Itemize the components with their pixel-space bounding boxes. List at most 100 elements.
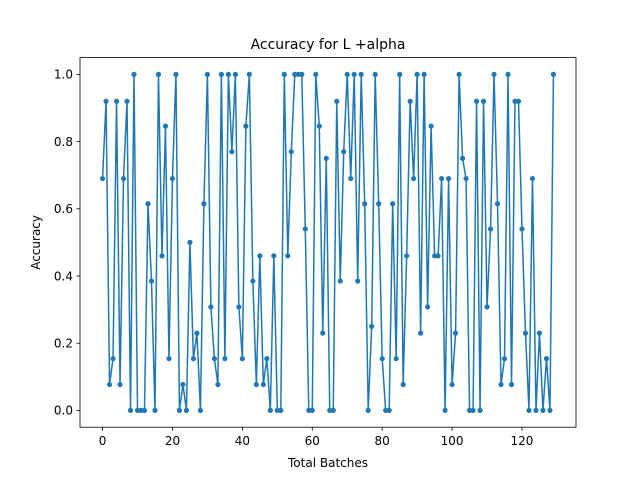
data-point: [243, 123, 249, 129]
data-point: [491, 71, 497, 77]
data-point: [201, 201, 207, 207]
data-point: [103, 98, 109, 104]
data-point: [211, 356, 217, 362]
y-axis-label: Accuracy: [29, 215, 43, 270]
data-point: [253, 381, 259, 388]
data-point: [120, 175, 127, 182]
data-point: [522, 330, 529, 336]
data-point: [515, 98, 522, 104]
data-point: [250, 278, 256, 284]
data-point: [341, 149, 347, 155]
data-point: [309, 407, 315, 413]
data-point: [288, 149, 294, 155]
data-point: [264, 356, 270, 362]
data-point: [487, 226, 494, 232]
data-point: [131, 71, 137, 77]
data-point: [372, 71, 378, 77]
data-point: [337, 278, 343, 284]
data-point: [166, 356, 172, 362]
data-point: [414, 71, 420, 77]
data-point: [519, 226, 525, 232]
data-point: [421, 71, 427, 77]
data-point: [169, 175, 176, 182]
data-point: [236, 304, 242, 310]
data-point: [463, 175, 469, 182]
y-tick-label: 0.0: [54, 404, 73, 418]
data-point: [386, 407, 392, 413]
data-point: [222, 356, 228, 362]
data-point: [246, 71, 252, 77]
data-point: [355, 278, 361, 284]
chart-title: Accuracy for L +alpha: [251, 37, 406, 53]
data-point: [459, 155, 466, 161]
data-point: [183, 407, 190, 413]
data-point: [540, 407, 546, 413]
data-point: [316, 123, 322, 129]
y-tick-label: 0.2: [54, 337, 73, 351]
data-point: [470, 407, 476, 413]
data-point: [543, 356, 550, 362]
data-point: [449, 381, 455, 388]
data-point: [439, 175, 445, 182]
data-point: [330, 407, 336, 413]
data-point: [390, 201, 396, 207]
data-point: [117, 381, 123, 388]
data-point: [190, 356, 197, 362]
data-point: [404, 253, 410, 259]
data-point: [362, 201, 368, 207]
y-tick-label: 0.8: [54, 135, 73, 149]
data-point: [358, 71, 364, 77]
data-point: [278, 407, 284, 413]
data-point: [536, 330, 543, 336]
data-point: [320, 330, 326, 336]
data-point: [501, 356, 508, 362]
data-point: [533, 407, 539, 413]
data-point: [141, 407, 148, 413]
data-point: [218, 71, 224, 77]
data-point: [379, 356, 385, 362]
y-tick-label: 0.4: [54, 269, 73, 283]
data-point: [494, 201, 501, 207]
data-point: [173, 71, 179, 77]
data-point: [124, 98, 130, 104]
data-point: [208, 304, 214, 310]
data-point: [113, 98, 120, 104]
data-point: [281, 71, 287, 77]
series-layer: [99, 71, 557, 413]
data-point: [271, 253, 277, 259]
data-point: [285, 253, 291, 259]
data-point: [299, 71, 305, 77]
data-point: [239, 356, 245, 362]
data-point: [498, 381, 504, 388]
data-point: [215, 381, 221, 388]
data-point: [397, 71, 403, 77]
x-tick-label: 20: [165, 434, 180, 448]
data-point: [477, 407, 483, 413]
data-point: [407, 98, 413, 104]
data-point: [508, 381, 515, 388]
x-tick-label: 100: [441, 434, 464, 448]
data-point: [145, 201, 151, 207]
data-point: [435, 253, 441, 259]
data-point: [159, 253, 165, 259]
data-point: [257, 253, 263, 259]
data-point: [411, 175, 417, 182]
data-point: [505, 71, 511, 77]
y-axis: 0.0 0.2 0.4 0.6 0.8 1.0: [54, 68, 80, 418]
data-point: [526, 407, 532, 413]
data-point: [456, 71, 462, 77]
data-point: [180, 381, 186, 388]
data-point: [204, 71, 211, 77]
data-point: [187, 239, 193, 245]
axes-frame: [79, 57, 577, 428]
data-point: [99, 175, 106, 182]
data-point: [127, 407, 134, 413]
data-point: [344, 71, 350, 77]
data-point: [334, 98, 340, 104]
y-tick-label: 0.6: [54, 202, 73, 216]
data-point: [550, 71, 557, 77]
data-point: [176, 407, 183, 413]
data-point: [442, 407, 448, 413]
data-point: [365, 407, 371, 413]
data-point: [376, 201, 382, 207]
